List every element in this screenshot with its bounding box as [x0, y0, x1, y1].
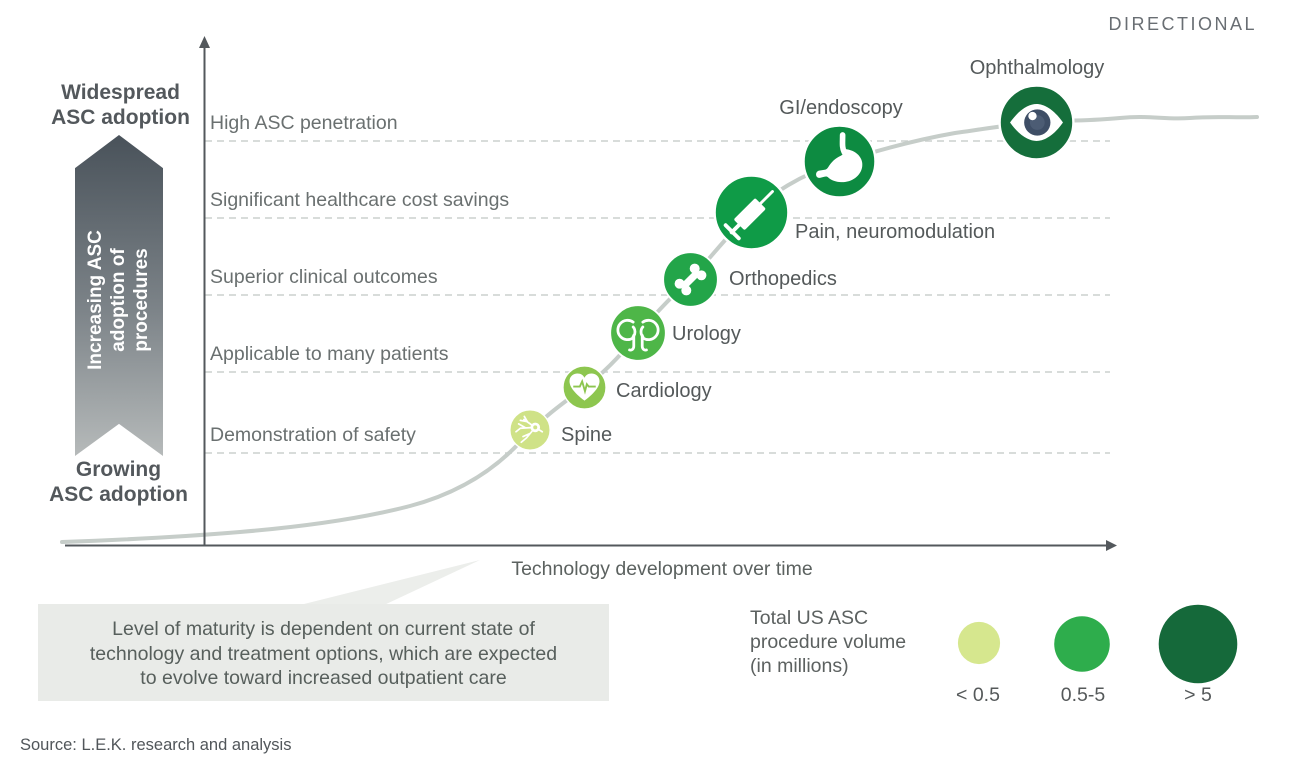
gridline-label-safety: Demonstration of safety	[210, 424, 416, 446]
y-axis-arrowhead	[199, 36, 210, 48]
milestone-label-orthopedics: Orthopedics	[729, 268, 837, 290]
bubble-cardiology	[562, 365, 607, 410]
callout-text: Level of maturity is dependent on curren…	[89, 618, 558, 689]
legend-bubble-medium	[1054, 616, 1110, 672]
stage-gridlines	[205, 140, 1110, 454]
gridline-label-cost-savings: Significant healthcare cost savings	[210, 189, 510, 211]
legend-label-small: < 0.5	[956, 684, 1000, 706]
eye-icon	[1010, 104, 1063, 141]
gridline-label-high-asc-penetration: High ASC penetration	[210, 112, 398, 134]
adoption-arrow-label: Increasing ASC adoption of procedures	[85, 230, 152, 370]
bone-icon	[674, 263, 707, 296]
bubble-urology	[609, 304, 667, 362]
gridline-label-clinical-outcomes: Superior clinical outcomes	[210, 266, 438, 288]
legend-label-medium: 0.5-5	[1060, 684, 1106, 706]
bubble-gi-endoscopy	[802, 124, 877, 199]
stomach-icon	[816, 132, 863, 183]
x-axis-label: Technology development over time	[511, 558, 813, 580]
neuron-icon	[515, 415, 544, 444]
syringe-icon	[723, 190, 774, 241]
milestone-label-ophthalmology: Ophthalmology	[969, 57, 1105, 79]
milestone-label-spine: Spine	[561, 424, 613, 446]
bubble-spine	[509, 409, 551, 451]
milestone-label-cardiology: Cardiology	[616, 380, 712, 402]
bubble-pain-neuromodulation	[713, 174, 790, 251]
x-axis-arrowhead	[1106, 540, 1117, 551]
directional-tag: DIRECTIONAL	[1108, 14, 1257, 34]
bubble-ophthalmology	[998, 84, 1075, 161]
milestone-label-gi-endoscopy: GI/endoscopy	[779, 97, 903, 119]
milestone-label-urology: Urology	[672, 323, 741, 345]
legend-bubble-large	[1158, 604, 1238, 684]
adoption-arrow-ribbon	[75, 135, 163, 456]
callout-box	[38, 604, 609, 701]
bubble-orthopedics	[662, 251, 719, 308]
gridline-label-many-patients: Applicable to many patients	[210, 343, 449, 365]
legend-label-large: > 5	[1184, 684, 1212, 706]
heart-pulse-icon	[569, 373, 600, 401]
y-axis-top-caption: Widespread ASC adoption	[51, 81, 190, 129]
legend-title: Total US ASC procedure volume (in millio…	[750, 607, 907, 677]
legend-bubble-small	[957, 621, 1001, 665]
callout-wedge	[296, 560, 480, 606]
milestone-label-pain-neuromodulation: Pain, neuromodulation	[795, 221, 996, 243]
source-note: Source: L.E.K. research and analysis	[20, 736, 292, 754]
y-axis-bottom-caption: Growing ASC adoption	[49, 458, 188, 506]
kidneys-icon	[616, 318, 660, 352]
